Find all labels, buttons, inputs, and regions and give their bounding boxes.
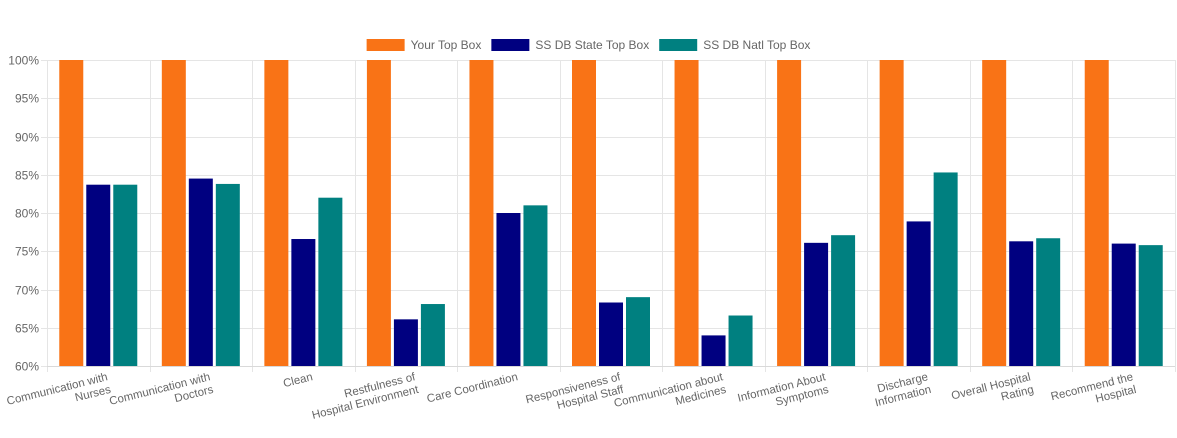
y-tick-label: 85% <box>15 169 39 183</box>
bars <box>59 60 1163 366</box>
x-tick-label: Communication aboutMedicines <box>613 371 728 423</box>
legend[interactable]: Your Top Box SS DB State Top Box SS DB Nat… <box>366 38 811 52</box>
legend-swatch <box>366 39 405 51</box>
bar-your-top-box <box>469 60 494 366</box>
legend-swatch <box>659 39 698 51</box>
y-tick-label: 100% <box>8 54 39 68</box>
bar-ss-db-natl-top-box <box>215 183 240 366</box>
bar-ss-db-state-top-box <box>496 213 521 366</box>
bar-ss-db-natl-top-box <box>523 205 548 366</box>
bar-ss-db-natl-top-box <box>626 297 650 366</box>
bar-your-top-box <box>879 60 904 366</box>
legend-item[interactable]: Your Top Box <box>366 38 482 52</box>
bar-your-top-box <box>674 60 699 366</box>
legend-label: SS DB State Top Box <box>535 38 649 52</box>
x-tick-label: Communication withNurses <box>6 371 113 420</box>
y-tick-label: 80% <box>15 207 39 221</box>
bar-ss-db-state-top-box <box>1009 241 1034 366</box>
bar-ss-db-state-top-box <box>1111 243 1136 366</box>
y-axis: 100% 95% 90% 85% 80% 75% 70% 65% 60% <box>8 54 39 374</box>
legend-item[interactable]: SS DB State Top Box <box>491 38 649 52</box>
bar-your-top-box <box>777 60 802 366</box>
x-tick-label: Overall HospitalRating <box>950 371 1035 415</box>
bar-ss-db-natl-top-box <box>113 184 138 366</box>
bar-ss-db-state-top-box <box>599 302 623 366</box>
x-tick-label: Communication withDoctors <box>108 371 215 420</box>
y-tick-label: 90% <box>15 131 39 145</box>
bar-your-top-box <box>572 60 596 366</box>
x-tick-label: Recommend theHospital <box>1050 371 1138 416</box>
x-tick-label: Restfulness ofHospital Environment <box>308 371 421 422</box>
bar-ss-db-state-top-box <box>393 319 418 366</box>
bar-ss-db-natl-top-box <box>1036 238 1061 366</box>
legend-label: SS DB Natl Top Box <box>703 38 810 52</box>
bar-ss-db-state-top-box <box>86 184 111 366</box>
legend-item[interactable]: SS DB Natl Top Box <box>659 38 810 52</box>
bar-ss-db-state-top-box <box>291 239 316 366</box>
bar-ss-db-state-top-box <box>906 221 931 366</box>
bar-your-top-box <box>264 60 289 366</box>
bar-ss-db-state-top-box <box>804 242 829 366</box>
x-tick-label: Responsiveness ofHospital Staff <box>525 371 626 419</box>
bar-your-top-box <box>59 60 84 366</box>
x-tick-label-line: Care Coordination <box>426 371 519 405</box>
x-tick-label: DischargeInformation <box>871 371 933 409</box>
y-tick-label: 75% <box>15 245 39 259</box>
bar-ss-db-natl-top-box <box>728 315 753 366</box>
bar-ss-db-natl-top-box <box>933 172 958 366</box>
bar-your-top-box <box>366 60 391 366</box>
bar-ss-db-natl-top-box <box>1138 245 1163 366</box>
x-tick-label: Information AboutSymptoms <box>736 371 830 417</box>
x-tick-label: Clean <box>282 371 314 390</box>
bar-your-top-box <box>1084 60 1109 366</box>
y-tick-label: 70% <box>15 284 39 298</box>
y-tick-label: 65% <box>15 322 39 336</box>
x-tick-label: Care Coordination <box>426 371 519 405</box>
legend-swatch <box>491 39 530 51</box>
bar-your-top-box <box>161 60 186 366</box>
legend-label: Your Top Box <box>411 38 482 52</box>
bar-ss-db-state-top-box <box>188 178 213 366</box>
y-tick-label: 60% <box>15 360 39 374</box>
bar-ss-db-natl-top-box <box>420 304 445 366</box>
bar-ss-db-natl-top-box <box>318 197 343 366</box>
bar-ss-db-natl-top-box <box>831 235 856 366</box>
bar-your-top-box <box>982 60 1007 366</box>
y-tick-label: 95% <box>15 92 39 106</box>
x-tick-label-line: Clean <box>282 371 314 390</box>
bar-ss-db-state-top-box <box>701 335 726 366</box>
